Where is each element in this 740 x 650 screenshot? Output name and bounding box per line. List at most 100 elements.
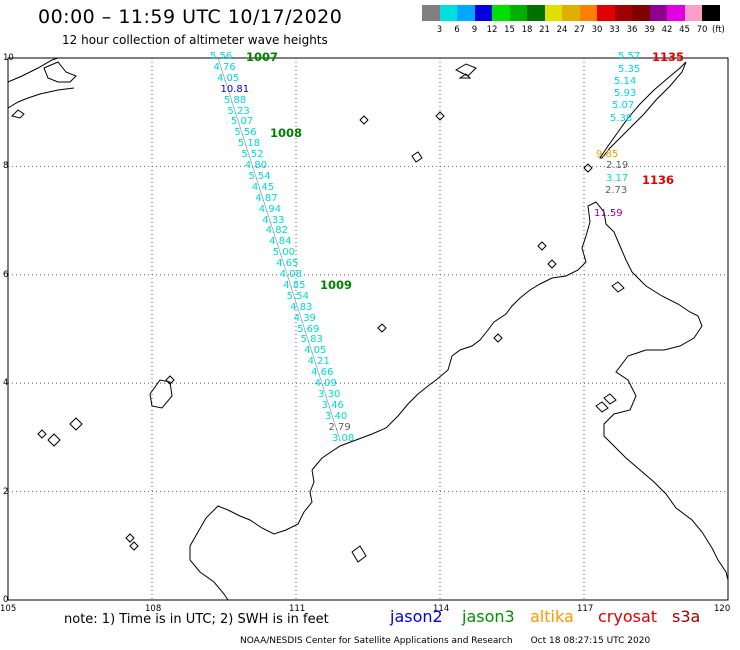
wave-height-value: 5.57 [618,51,641,62]
wave-height-value: 4.85 [283,279,306,291]
scale-swatch [457,5,475,21]
wave-height-value: 5.93 [614,88,637,99]
generated-timestamp: Oct 18 08:27:15 UTC 2020 [530,636,651,646]
satellite-legend-item: s3a [672,607,701,626]
latitude-tick-label: 4 [3,378,9,389]
wave-height-value: 4.87 [255,192,278,204]
wave-height-value: 4.66 [311,367,334,379]
footer-credit: NOAA/NESDIS Center for Satellite Applica… [240,636,650,646]
longitude-tick-label: 114 [433,604,450,614]
footer-note: note: 1) Time is in UTC; 2) SWH is in fe… [64,612,329,627]
longitude-tick-label: 117 [577,604,594,614]
scale-label: 39 [644,25,655,35]
wave-height-value: 5.38 [610,113,633,124]
wave-height-value: 5.00 [272,247,295,259]
wave-height-value: 4.05 [216,72,240,84]
scale-swatch [474,5,493,21]
scale-swatch [527,5,545,21]
wave-height-value: 5.56 [234,127,257,139]
scale-swatch [544,5,563,21]
wave-height-value: 4.08 [279,269,302,280]
scale-label: 70 [696,25,708,35]
wave-height-value: 4.05 [304,345,327,357]
wave-height-value: 4.65 [276,258,299,270]
scale-swatch [684,5,703,21]
satellite-legend-item: jason2 [390,607,443,626]
scale-label: 36 [626,25,638,35]
scale-swatch [509,5,528,21]
wave-height-value: 4.09 [314,378,337,389]
wave-height-value: 4.76 [213,61,236,73]
wave-height-value: 5.56 [210,51,233,62]
lat-lon-grid [8,58,728,600]
wave-height-value: 5.35 [618,64,641,75]
wave-height-value: 5.52 [241,149,264,161]
wave-height-value: 3.46 [321,399,344,411]
wave-height-value: 11.59 [594,208,623,219]
wave-height-value: 5.18 [237,138,261,150]
latitude-tick-label: 6 [3,269,9,280]
wave-height-value: 3.30 [318,388,341,400]
wave-height-value: 5.14 [614,76,637,87]
satellite-ground-track [217,57,341,441]
scale-label: 21 [539,25,550,35]
scale-label: 42 [661,25,673,35]
scale-unit-label: (ft) [712,25,725,35]
map-frame [7,57,729,601]
ground-track-line [217,57,341,441]
scale-label: 30 [591,25,603,35]
scale-label: 27 [574,25,585,35]
wave-height-value: 5.69 [297,323,320,335]
wave-height-color-scale: (ft) 3 6 9 12 15 18 21 24 27 30 33 36 39 42 45 70 [422,5,727,35]
wave-height-value: 2.73 [605,185,628,196]
wave-height-value: 5.23 [227,105,250,117]
wave-height-value: 3.17 [606,173,629,184]
latitude-tick-label: 8 [3,161,9,172]
scale-swatch [492,5,510,21]
credit-text: NOAA/NESDIS Center for Satellite Applica… [240,636,513,646]
wave-height-value: 4.80 [244,160,268,171]
wave-height-value: 4.45 [251,181,275,193]
wave-height-value: 9.85 [596,149,619,160]
pass-number-label: 1136 [642,173,675,187]
page-subtitle: 12 hour collection of altimeter wave hei… [62,33,328,47]
scale-label: 6 [454,25,460,35]
longitude-tick-label: 108 [145,604,162,614]
wave-height-value: 5.54 [248,170,271,182]
scale-label: 12 [486,25,498,35]
wave-height-value: 3.08 [332,432,355,444]
longitude-tick-label: 105 [0,604,17,614]
scale-swatch [632,5,650,21]
longitude-tick-label: 111 [289,604,306,614]
scale-swatch [667,5,685,21]
scale-swatch [422,5,440,21]
wave-height-value: 2.19 [606,160,629,171]
latitude-tick-label: 2 [3,486,9,497]
latitude-tick-label: 10 [3,53,14,63]
wave-height-value: 5.88 [223,94,247,106]
scale-swatch [649,5,668,21]
scale-swatch [614,5,633,21]
pass-number-label: 1009 [320,278,353,292]
page-title: 00:00 – 11:59 UTC 10/17/2020 [38,6,343,28]
wave-height-value: 5.83 [300,334,323,346]
wave-height-value: 4.21 [307,356,330,368]
wave-height-value: 10.81 [220,83,250,95]
scale-label: 45 [679,25,690,35]
wave-height-value: 5.07 [612,100,635,111]
satellite-legend-item: altika [530,607,574,626]
scale-label: 3 [436,25,443,35]
satellite-legend-item: cryosat [598,607,658,626]
pass-number-label: 1008 [270,126,303,140]
scale-label: 24 [556,25,568,35]
scale-swatch [439,5,458,21]
wave-height-value: 2.79 [328,421,351,433]
scale-swatch [562,5,580,21]
pass-number-label: 1007 [246,50,279,64]
scale-swatch [597,5,615,21]
scale-swatch [702,5,720,21]
wave-height-value: 4.84 [269,236,292,248]
scale-label: 18 [521,25,533,35]
